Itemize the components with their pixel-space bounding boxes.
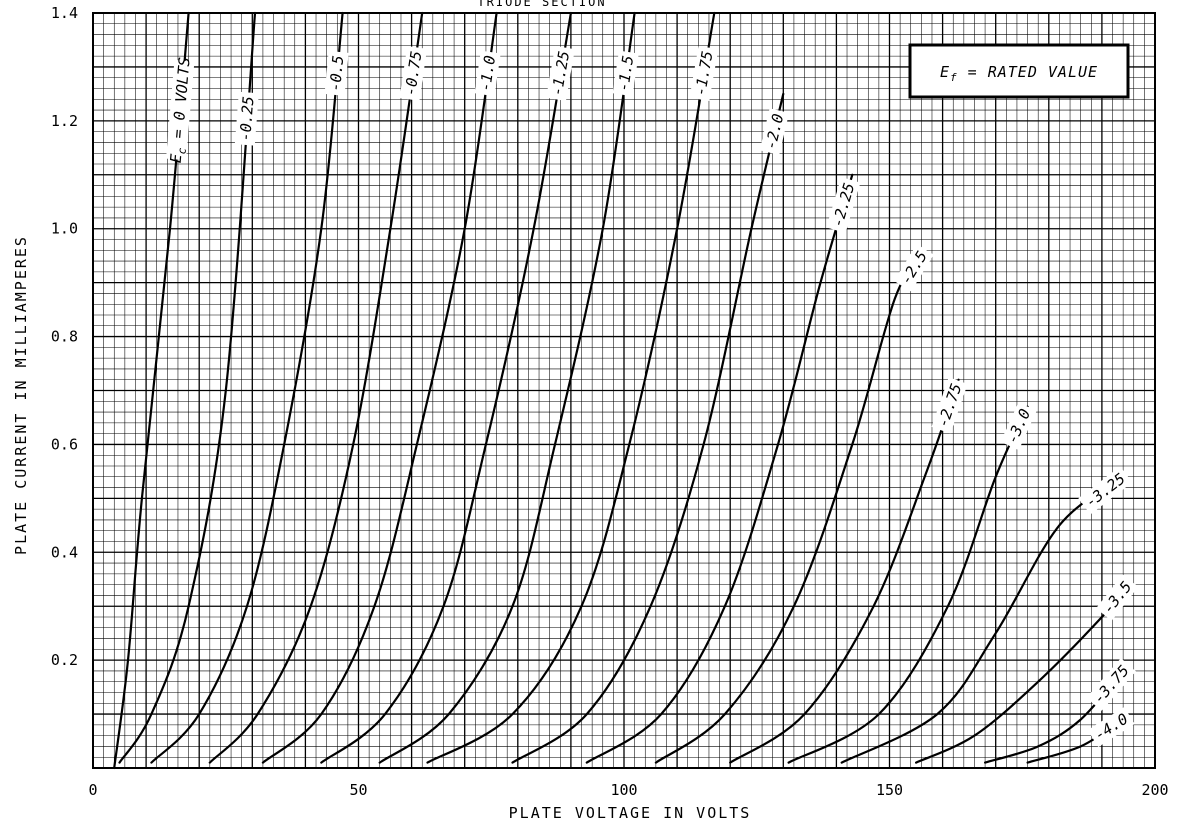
curve-1-75: [426, 11, 716, 764]
x-tick-label: 100: [610, 781, 637, 799]
curve-2-25: [585, 173, 854, 764]
curve-3-25: [840, 475, 1125, 764]
curve-label-1-5: -1.5: [612, 50, 639, 97]
curve-1-25: [320, 11, 572, 764]
x-tick-label: 50: [349, 781, 367, 799]
legend-box: Ef = RATED VALUE: [908, 43, 1130, 99]
curve-labels: Ec = 0 VOLTS -0.25-0.5 -0.75 -1.0 -1.25 -1.5-…: [166, 45, 1139, 748]
y-tick-label: 1.4: [51, 4, 78, 22]
curve-label-backdrop: [1087, 706, 1135, 748]
y-tick-label: 0.6: [51, 435, 78, 453]
curve-3-0: [787, 405, 1029, 764]
curve-label-1-0: -1.0: [474, 50, 501, 97]
curve-2-0: [511, 92, 785, 764]
curve-label-backdrop: [612, 50, 639, 97]
curve-label-4-0: -4.0: [1087, 706, 1135, 748]
curve-label-1-75: -1.75: [689, 45, 719, 101]
curve-label-text: -0.75: [401, 50, 425, 97]
curve-label-text: -1.75: [691, 50, 716, 98]
curve-label-backdrop: [931, 377, 968, 434]
curve-label-backdrop: [399, 45, 428, 101]
curve-label-backdrop: [474, 50, 501, 97]
curve-2-5: [654, 254, 923, 764]
curve-0-5: [150, 11, 344, 764]
x-tick-label: 0: [88, 781, 97, 799]
legend-text: Ef = RATED VALUE: [940, 63, 1098, 84]
curve-label-backdrop: [166, 59, 195, 161]
curve-label-backdrop: [689, 45, 719, 101]
y-axis-title: PLATE CURRENT IN MILLIAMPERES: [12, 235, 30, 555]
curve-label-2-75: -2.75: [931, 377, 968, 434]
y-tick-label: 1.0: [51, 220, 78, 238]
curve-label-0-5: -0.5: [324, 50, 349, 96]
curve-label-text: -0.5: [326, 55, 347, 93]
curve-label-backdrop: [1095, 574, 1139, 621]
curve-label-backdrop: [234, 91, 259, 146]
curve-label-backdrop: [1000, 402, 1037, 451]
y-tick-label: 0.2: [51, 651, 78, 669]
x-tick-label: 150: [876, 781, 903, 799]
curve-1-0: [261, 11, 498, 764]
y-tick-label: 0.8: [51, 328, 78, 346]
curve-label-backdrop: [546, 45, 575, 101]
curve-label-text: -0.25: [236, 95, 257, 141]
curve-label-3-25: -3.25: [1078, 466, 1133, 515]
chart-header: TRIODE SECTION: [477, 0, 606, 9]
tick-labels: 0 50 100 150 200 0.2 0.4 0.6 0.8 1.0 1.2 1.4: [51, 4, 1169, 799]
curve-label-text: -2.75: [934, 381, 966, 430]
x-axis-title: PLATE VOLTAGE IN VOLTS: [509, 804, 752, 822]
curve-label-text: -1.5: [614, 54, 637, 92]
curve-label-0-25: -0.25: [234, 91, 259, 146]
curve-label-backdrop: [1086, 658, 1137, 711]
curve-label-text: -1.0: [476, 54, 499, 92]
curve-0-75: [208, 11, 424, 764]
y-tick-label: 0.4: [51, 543, 78, 561]
curve-label-backdrop: [1078, 466, 1133, 515]
curve-label-backdrop: [324, 50, 349, 96]
curve-label-backdrop: [894, 244, 934, 292]
curve-label-backdrop: [826, 176, 861, 234]
curve-2-75: [729, 378, 960, 764]
plot-frame: [92, 12, 1156, 769]
curve-label-0-75: -0.75: [399, 45, 428, 101]
curve-label-text: -2.25: [828, 181, 858, 229]
curve-label-backdrop: [759, 108, 790, 155]
curve-label-3-0: -3.0: [1000, 402, 1037, 451]
curve-label-3-75: -3.75: [1086, 658, 1137, 711]
curve-label-text: -3.75: [1090, 662, 1133, 708]
x-tick-label: 200: [1141, 781, 1168, 799]
y-tick-label: 1.2: [51, 112, 78, 130]
curve-0-25: [118, 11, 257, 764]
curve-1-5: [378, 11, 636, 764]
curve-label-text: -1.25: [548, 50, 573, 98]
